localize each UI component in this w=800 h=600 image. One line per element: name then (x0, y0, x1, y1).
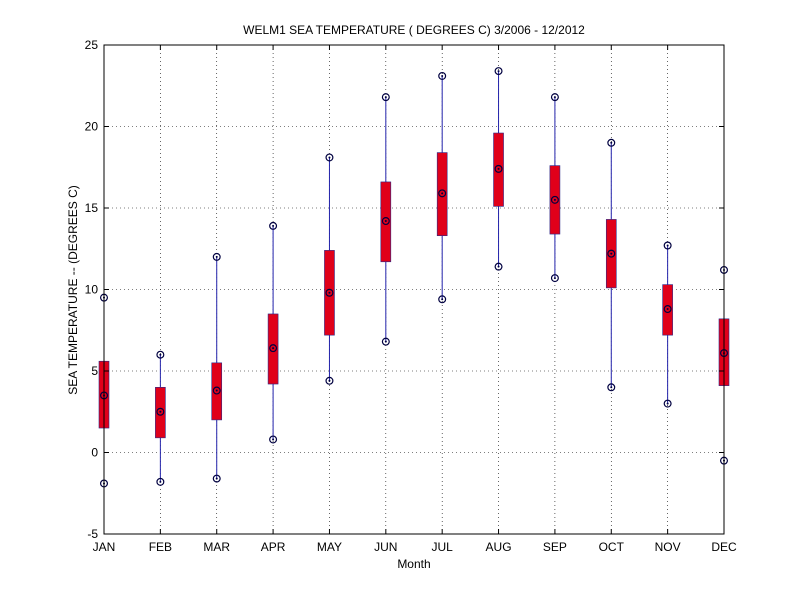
median-marker-dot (553, 198, 556, 201)
max-marker-dot (215, 255, 218, 258)
box-jul (436, 71, 448, 304)
min-marker (325, 376, 334, 385)
median-marker-dot (159, 410, 162, 413)
median-marker (663, 305, 672, 314)
min-marker-dot (610, 386, 613, 389)
max-marker (212, 252, 221, 261)
x-tick-label: MAY (317, 540, 342, 554)
median-marker-dot (497, 167, 500, 170)
median-marker-dot (610, 252, 613, 255)
x-tick-label: AUG (486, 540, 512, 554)
median-marker (381, 217, 390, 226)
median-marker-dot (328, 291, 331, 294)
min-marker (156, 477, 165, 486)
max-marker-dot (159, 353, 162, 356)
max-marker-dot (497, 70, 500, 73)
x-tick-label: JUL (432, 540, 454, 554)
y-tick-label: 15 (85, 201, 99, 215)
min-marker (494, 262, 503, 271)
median-marker-dot (215, 389, 218, 392)
min-marker (607, 383, 616, 392)
x-tick-label: APR (261, 540, 286, 554)
x-tick-label: JUN (374, 540, 397, 554)
x-tick-label: FEB (149, 540, 172, 554)
median-marker (325, 288, 334, 297)
min-marker-dot (497, 265, 500, 268)
median-marker (212, 386, 221, 395)
median-marker (494, 164, 503, 173)
y-axis-label: SEA TEMPERATURE -- (DEGREES C) (66, 185, 80, 395)
min-marker-dot (159, 480, 162, 483)
max-marker (381, 93, 390, 102)
box-aug (493, 67, 504, 271)
min-marker (663, 399, 672, 408)
min-marker (381, 337, 390, 346)
median-marker-dot (384, 220, 387, 223)
max-marker-dot (666, 244, 669, 247)
x-tick-label: MAR (203, 540, 230, 554)
y-tick-label: 10 (85, 283, 99, 297)
max-marker-dot (384, 96, 387, 99)
max-marker (607, 138, 616, 147)
median-marker (550, 195, 559, 204)
median-marker-dot (272, 347, 275, 350)
min-marker-dot (215, 477, 218, 480)
box-sep (549, 93, 561, 283)
median-marker (156, 407, 165, 416)
max-marker (156, 350, 165, 359)
min-marker-dot (272, 438, 275, 441)
min-marker (438, 295, 447, 304)
median-marker (438, 189, 447, 198)
box-feb (155, 350, 166, 486)
x-tick-label: NOV (655, 540, 681, 554)
max-marker (269, 221, 278, 230)
min-marker-dot (328, 379, 331, 382)
max-marker (663, 241, 672, 250)
y-tick-label: 0 (91, 446, 98, 460)
max-marker-dot (441, 74, 444, 77)
box-may (324, 153, 335, 385)
y-tick-label: 20 (85, 120, 99, 134)
x-tick-label: DEC (711, 540, 737, 554)
min-marker-dot (384, 340, 387, 343)
min-marker-dot (666, 402, 669, 405)
max-marker-dot (272, 224, 275, 227)
max-marker (325, 153, 334, 162)
min-marker (550, 274, 559, 283)
box-mar (211, 252, 223, 483)
x-axis-label: Month (397, 557, 430, 571)
box-jun (380, 93, 392, 346)
max-marker-dot (610, 141, 613, 144)
y-tick-label: -5 (87, 527, 98, 541)
min-marker-dot (553, 277, 556, 280)
max-marker (494, 67, 503, 76)
max-marker (550, 93, 559, 102)
y-tick-label: 5 (91, 364, 98, 378)
box-apr (267, 221, 279, 444)
x-tick-label: OCT (599, 540, 625, 554)
y-tick-label: 25 (85, 38, 99, 52)
x-tick-label: JAN (93, 540, 116, 554)
x-tick-label: SEP (543, 540, 567, 554)
chart-title: WELM1 SEA TEMPERATURE ( DEGREES C) 3/200… (243, 23, 585, 37)
box-oct (605, 138, 617, 392)
box-nov (662, 241, 673, 408)
min-marker (269, 435, 278, 444)
y-axis: -5 0 5 10 15 20 25 (85, 38, 724, 541)
median-marker (269, 344, 278, 353)
max-marker (438, 71, 447, 80)
median-marker-dot (666, 308, 669, 311)
max-marker-dot (328, 156, 331, 159)
min-marker (212, 474, 221, 483)
min-marker-dot (441, 298, 444, 301)
max-marker-dot (553, 96, 556, 99)
median-marker-dot (441, 192, 444, 195)
x-axis: JAN FEB MAR APR MAY JUN JUL AUG SEP OCT NOV DEC (93, 45, 737, 554)
median-marker (607, 249, 616, 258)
